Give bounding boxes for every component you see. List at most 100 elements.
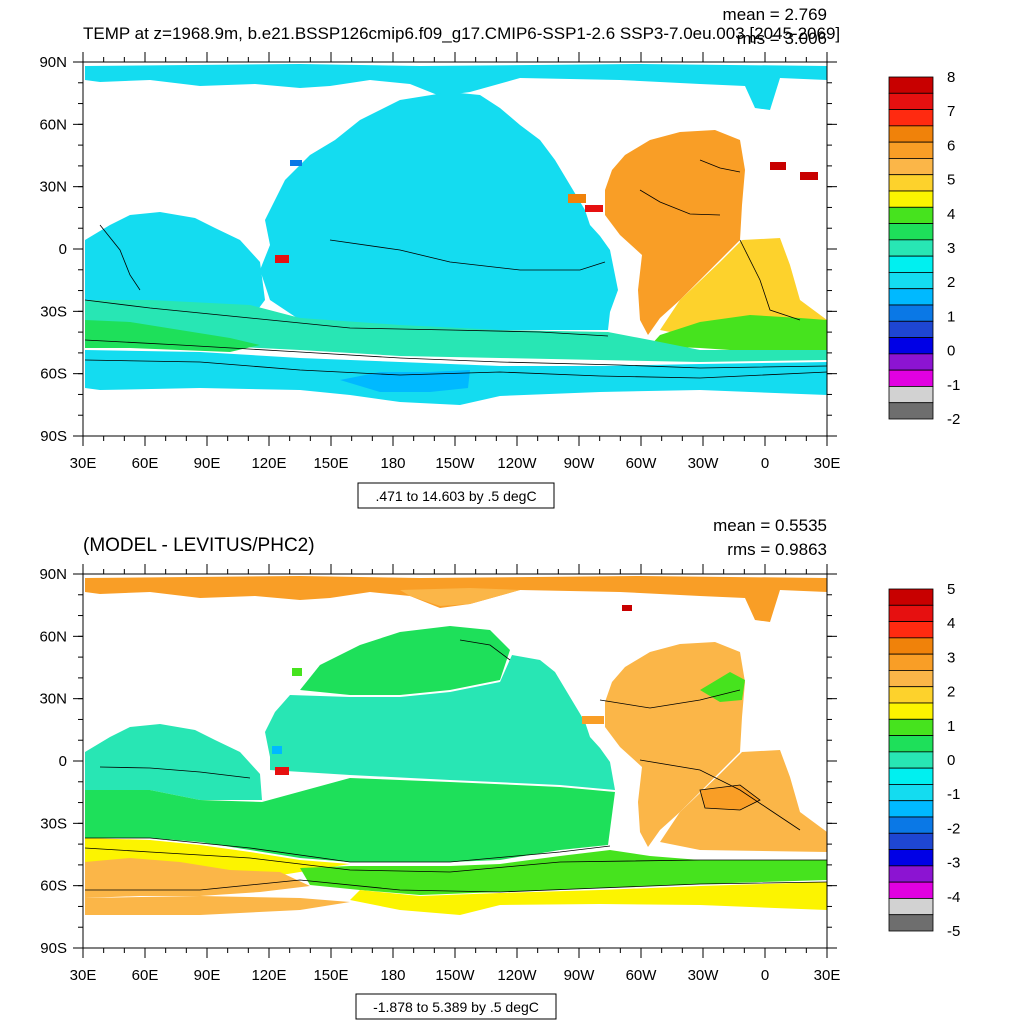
panel-2-mean: mean = 0.5535 <box>713 516 827 535</box>
colorbar-swatch <box>888 670 934 688</box>
colorbar-label: 3 <box>947 649 955 666</box>
panel-2-title: (MODEL - LEVITUS/PHC2) <box>83 535 315 556</box>
colorbar-swatch <box>888 92 934 110</box>
lon-label: 150W <box>435 967 475 984</box>
p1-orange-patch <box>568 194 586 203</box>
lon-label: 150E <box>313 455 348 472</box>
panel-1-title: TEMP at z=1968.9m, b.e21.BSSP126cmip6.f0… <box>83 24 840 43</box>
p2-contours <box>84 639 827 893</box>
lat-label: 90N <box>39 566 67 583</box>
colorbar-swatch <box>888 914 934 932</box>
colorbar-swatch <box>888 702 934 720</box>
colorbar-label: 2 <box>947 274 955 291</box>
colorbar-swatch <box>888 881 934 899</box>
panel-2-lat-labels: 90N 60N 30N 0 30S 60S 90S <box>39 566 67 957</box>
lon-label: 30E <box>70 455 97 472</box>
panel-1-contour-info-box <box>357 482 555 509</box>
p1-indian-ocean <box>85 212 265 322</box>
lon-label: 90E <box>194 967 221 984</box>
colorbar-label: 8 <box>947 69 955 86</box>
colorbar-swatch <box>888 637 934 655</box>
p2-orange-patch <box>582 716 604 724</box>
colorbar-label: -3 <box>947 855 960 872</box>
lon-label: 120E <box>251 967 286 984</box>
p2-indian-teal <box>85 724 262 800</box>
p2-pacific-north-green <box>300 626 510 695</box>
colorbar-label: 5 <box>947 581 955 598</box>
panel-1-lat-labels: 90N 60N 30N 0 30S 60S 90S <box>39 54 67 445</box>
panel-1-mean: mean = 2.769 <box>723 5 827 24</box>
panel-2-colorbar: 5 4 3 2 1 0 -1 -2 -3 -4 -5 <box>888 581 960 940</box>
lon-label: 30E <box>814 455 841 472</box>
colorbar-swatch <box>888 255 934 273</box>
lat-label: 30N <box>39 179 67 196</box>
p2-red-patch-1 <box>275 767 289 775</box>
lon-label: 0 <box>761 455 769 472</box>
p1-atlantic-south-yellow <box>660 238 827 340</box>
colorbar-swatch <box>888 320 934 338</box>
colorbar-swatch <box>888 653 934 671</box>
lon-label: 90W <box>564 967 596 984</box>
panel-1-lon-labels: 30E 60E 90E 120E 150E 180 150W 120W 90W 60W 30W 0 30… <box>70 455 841 472</box>
colorbar-label: 5 <box>947 172 955 189</box>
lon-label: 30W <box>688 455 720 472</box>
colorbar-label: -1 <box>947 377 960 394</box>
panel-1: TEMP at z=1968.9m, b.e21.BSSP126cmip6.f0… <box>39 5 960 509</box>
panel-1-contour-info: .471 to 14.603 by .5 degC <box>375 488 536 504</box>
panel-2: (MODEL - LEVITUS/PHC2) mean = 0.5535 rms… <box>39 516 960 1020</box>
colorbar-label: -2 <box>947 411 960 428</box>
lon-label: 180 <box>380 967 405 984</box>
p1-ross-blue-patch <box>340 370 470 392</box>
colorbar-swatch <box>888 800 934 818</box>
p1-red-patch-3 <box>770 162 786 170</box>
lon-label: 60E <box>132 455 159 472</box>
p2-southern-yellow-lower <box>350 882 827 915</box>
colorbar-label: 3 <box>947 240 955 257</box>
p1-red-patch-2 <box>585 205 603 212</box>
p1-red-patch-1 <box>275 255 289 263</box>
colorbar-swatch <box>888 849 934 867</box>
lat-label: 60N <box>39 628 67 645</box>
lat-label: 60N <box>39 116 67 133</box>
colorbar-label: 0 <box>947 343 955 360</box>
colorbar-label: -5 <box>947 923 960 940</box>
colorbar-swatch <box>888 865 934 883</box>
panel-1-ticks <box>73 52 837 446</box>
p2-arctic-yellow-patch <box>400 588 520 606</box>
colorbar-label: 0 <box>947 752 955 769</box>
panel-2-rms: rms = 0.9863 <box>727 540 827 559</box>
lat-label: 30S <box>40 303 67 320</box>
lat-label: 0 <box>59 241 67 258</box>
lat-label: 30N <box>39 691 67 708</box>
colorbar-swatch <box>888 125 934 143</box>
colorbar-swatch <box>888 386 934 404</box>
p1-red-patch-4 <box>800 172 818 180</box>
lon-label: 150E <box>313 967 348 984</box>
colorbar-swatch <box>888 588 934 606</box>
p2-blue-patch <box>272 746 282 754</box>
colorbar-swatch <box>888 402 934 420</box>
colorbar-swatch <box>888 109 934 127</box>
colorbar-label: 6 <box>947 137 955 154</box>
p1-arctic-ocean <box>85 64 827 110</box>
lat-label: 0 <box>59 753 67 770</box>
p2-midlat-green-band <box>85 778 615 862</box>
lon-label: 150W <box>435 455 475 472</box>
panel-1-rms: rms = 3.006 <box>737 29 827 48</box>
panel-2-ticks <box>73 564 837 958</box>
colorbar-swatch <box>888 735 934 753</box>
colorbar-swatch <box>888 337 934 355</box>
lat-label: 60S <box>40 878 67 895</box>
lon-label: 120E <box>251 455 286 472</box>
lon-label: 90E <box>194 455 221 472</box>
colorbar-swatch <box>888 223 934 241</box>
colorbar-label: -1 <box>947 786 960 803</box>
lon-label: 0 <box>761 967 769 984</box>
colorbar-swatch <box>888 353 934 371</box>
p1-atlantic-green-band <box>650 315 827 352</box>
p1-contours <box>84 159 827 379</box>
panel-1-colorbar: 8 7 6 5 4 3 2 1 0 -1 -2 <box>888 69 960 428</box>
colorbar-swatch <box>888 190 934 208</box>
colorbar-swatch <box>888 604 934 622</box>
